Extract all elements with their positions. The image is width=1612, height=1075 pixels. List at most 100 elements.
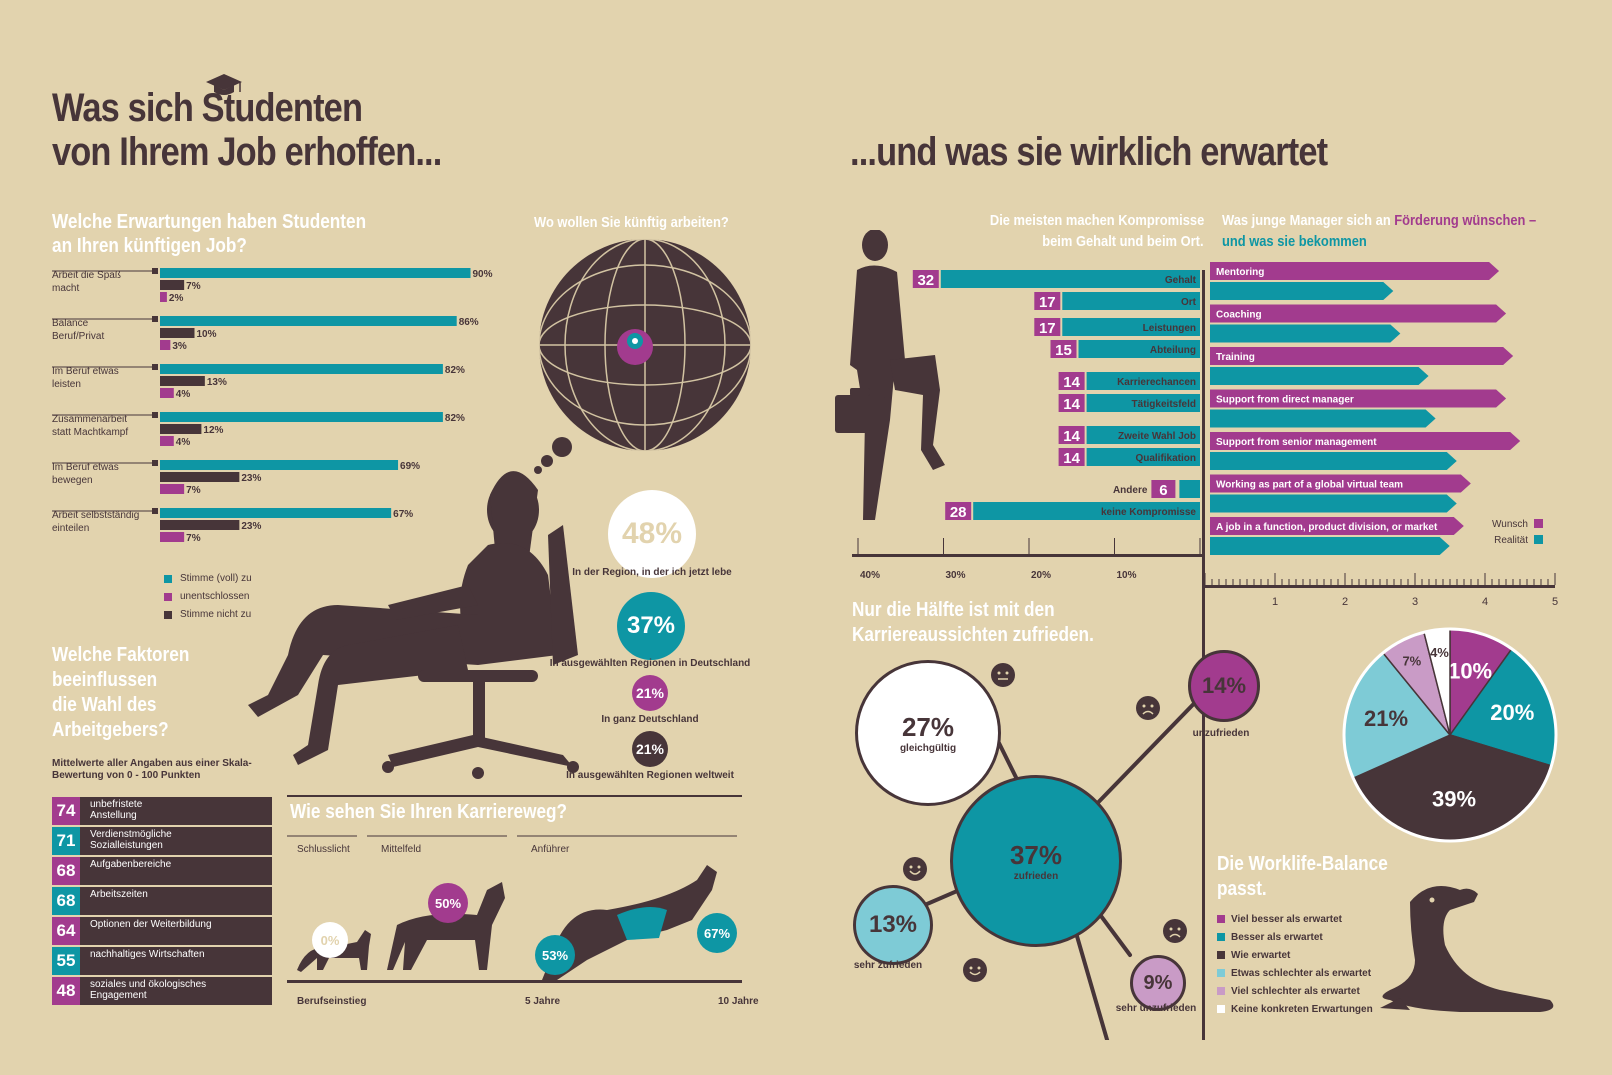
where-circle-2: 37% — [617, 592, 685, 660]
bar-1 — [160, 472, 240, 482]
where-circle-3: 21% — [632, 675, 668, 711]
category-label: statt Machtkampf — [52, 427, 128, 438]
bar-value-label: 13% — [207, 377, 227, 388]
factor-row: 64 Optionen der Weiterbildung — [52, 917, 272, 945]
woman-in-chair-illustration — [248, 471, 579, 779]
where-label-3: In ganz Deutschland — [601, 714, 699, 725]
manager-category-label: Coaching — [1216, 310, 1262, 321]
comp-value-tile — [1058, 448, 1085, 466]
wish-arrow — [1210, 517, 1464, 535]
pie-legend-label: Besser als erwartet — [1231, 931, 1323, 943]
bar-2 — [160, 292, 167, 302]
pie-legend-label: Wie erwartet — [1231, 949, 1291, 961]
manager-tick-label: 1 — [1272, 596, 1278, 608]
compromise-heading-1: Die meisten machen Kompromisse — [989, 212, 1204, 229]
satisfaction-circle-indifferent: 27% gleichgültig — [855, 660, 1001, 806]
comp-value: 14 — [1063, 428, 1080, 445]
businessman-illustration — [835, 230, 945, 520]
comp-bar — [973, 502, 1200, 520]
wish-arrow — [1210, 304, 1507, 323]
comp-value-tile — [1034, 292, 1061, 310]
comp-axis — [852, 554, 1202, 557]
right-title: ...und was sie wirklich erwartet — [850, 130, 1328, 174]
pie-label: 4% — [1430, 645, 1449, 660]
satisfaction-circle-satisfied: 37% zufrieden — [950, 775, 1122, 947]
category-label: Arbeit selbstständig — [52, 510, 139, 521]
worklife-heading-2: passt. — [1217, 878, 1267, 900]
category-label: Balance — [52, 318, 89, 329]
reality-arrow — [1210, 409, 1436, 428]
factor-value: 55 — [52, 947, 80, 975]
comp-value: 14 — [1063, 396, 1080, 413]
pie-legend-label: Keine konkreten Erwartungen — [1231, 1003, 1373, 1015]
category-label: bewegen — [52, 475, 93, 486]
pie-label: 7% — [1402, 653, 1421, 668]
category-label: Im Beruf etwas — [52, 462, 119, 473]
where-label-1: In der Region, in der ich jetzt lebe — [572, 567, 732, 578]
satisfaction-circle-unsatisfied: 14% — [1188, 650, 1260, 722]
pie-legend-swatch — [1217, 1005, 1225, 1013]
factor-label: nachhaltiges Wirtschaften — [90, 949, 205, 960]
pie-legend-label: Viel schlechter als erwartet — [1231, 985, 1360, 997]
wish-arrow — [1210, 347, 1514, 365]
comp-value-tile — [1058, 394, 1085, 412]
comp-label: Ort — [1181, 297, 1197, 308]
factor-label: Arbeitszeiten — [90, 889, 148, 900]
worklife-heading-1: Die Worklife-Balance — [1217, 853, 1388, 875]
pie-legend-label: Etwas schlechter als erwartet — [1231, 967, 1372, 979]
comp-label: Karrierechancen — [1117, 377, 1196, 388]
comp-value-tile — [1050, 340, 1077, 358]
bar-2 — [160, 388, 174, 398]
reality-arrow — [1210, 324, 1401, 343]
pie-legend-item: Besser als erwartet — [1217, 928, 1373, 946]
row-marker — [152, 316, 158, 322]
bar-2 — [160, 484, 185, 494]
comp-bar — [1062, 292, 1200, 310]
bar-2 — [160, 436, 174, 446]
career-value-2: 50% — [428, 883, 468, 923]
expectations-legend: Stimme (voll) zu unentschlossen Stimme n… — [164, 570, 252, 624]
bar-value-label: 12% — [203, 425, 223, 436]
manager-category-label: Support from direct manager — [1216, 395, 1354, 406]
bar-value-label: 2% — [169, 293, 184, 304]
happy-face-icon — [903, 857, 927, 881]
manager-category-label: Training — [1216, 352, 1255, 363]
manager-bar-chart: Mentoring Coaching Training Support from di… — [1204, 262, 1558, 608]
manager-category-label: Mentoring — [1216, 267, 1264, 278]
manager-tick-label: 2 — [1342, 596, 1348, 608]
comp-value: 6 — [1159, 482, 1167, 499]
expectations-heading-2: an Ihren künftigen Job? — [52, 235, 247, 257]
manager-tick-label: 4 — [1482, 596, 1488, 608]
factors-heading-1: Welche Faktoren — [52, 644, 190, 666]
pie-legend-swatch — [1217, 915, 1225, 923]
pie-legend-swatch — [1217, 969, 1225, 977]
pie-label: 10% — [1448, 658, 1492, 683]
factor-value: 74 — [52, 797, 80, 825]
bar-0 — [160, 364, 443, 374]
bar-1 — [160, 424, 202, 434]
expectations-heading-1: Welche Erwartungen haben Studenten — [52, 211, 367, 233]
wish-arrow — [1210, 474, 1471, 493]
comp-value: 17 — [1039, 320, 1056, 337]
comp-label: Qualifikation — [1135, 453, 1196, 464]
angry-face-icon — [1163, 919, 1187, 943]
bar-value-label: 69% — [400, 461, 420, 472]
pie-label: 39% — [1432, 787, 1476, 812]
factors-heading-2: beeinflussen — [52, 669, 158, 691]
manager-heading-2: und was sie bekommen — [1222, 233, 1367, 250]
category-label: Beruf/Privat — [52, 331, 104, 342]
career-axis-1: Berufseinstieg — [297, 996, 367, 1007]
graduation-cap-icon — [206, 74, 242, 95]
bar-1 — [160, 328, 195, 338]
factors-note-2: Bewertung von 0 - 100 Punkten — [52, 770, 201, 781]
manager-category-label: A job in a function, product division, o… — [1216, 522, 1438, 533]
wish-arrow — [1210, 389, 1507, 408]
manager-tick-label: 5 — [1552, 596, 1558, 608]
comp-tick-label: 20% — [1031, 570, 1051, 581]
worklife-legend: Viel besser als erwartet Besser als erwar… — [1217, 910, 1373, 1018]
career-stage-1: Schlusslicht — [297, 844, 350, 855]
bar-value-label: 7% — [186, 485, 201, 496]
comp-label: keine Kompromisse — [1101, 507, 1196, 518]
comp-label: Gehalt — [1165, 275, 1197, 286]
pie-legend-item: Etwas schlechter als erwartet — [1217, 964, 1373, 982]
